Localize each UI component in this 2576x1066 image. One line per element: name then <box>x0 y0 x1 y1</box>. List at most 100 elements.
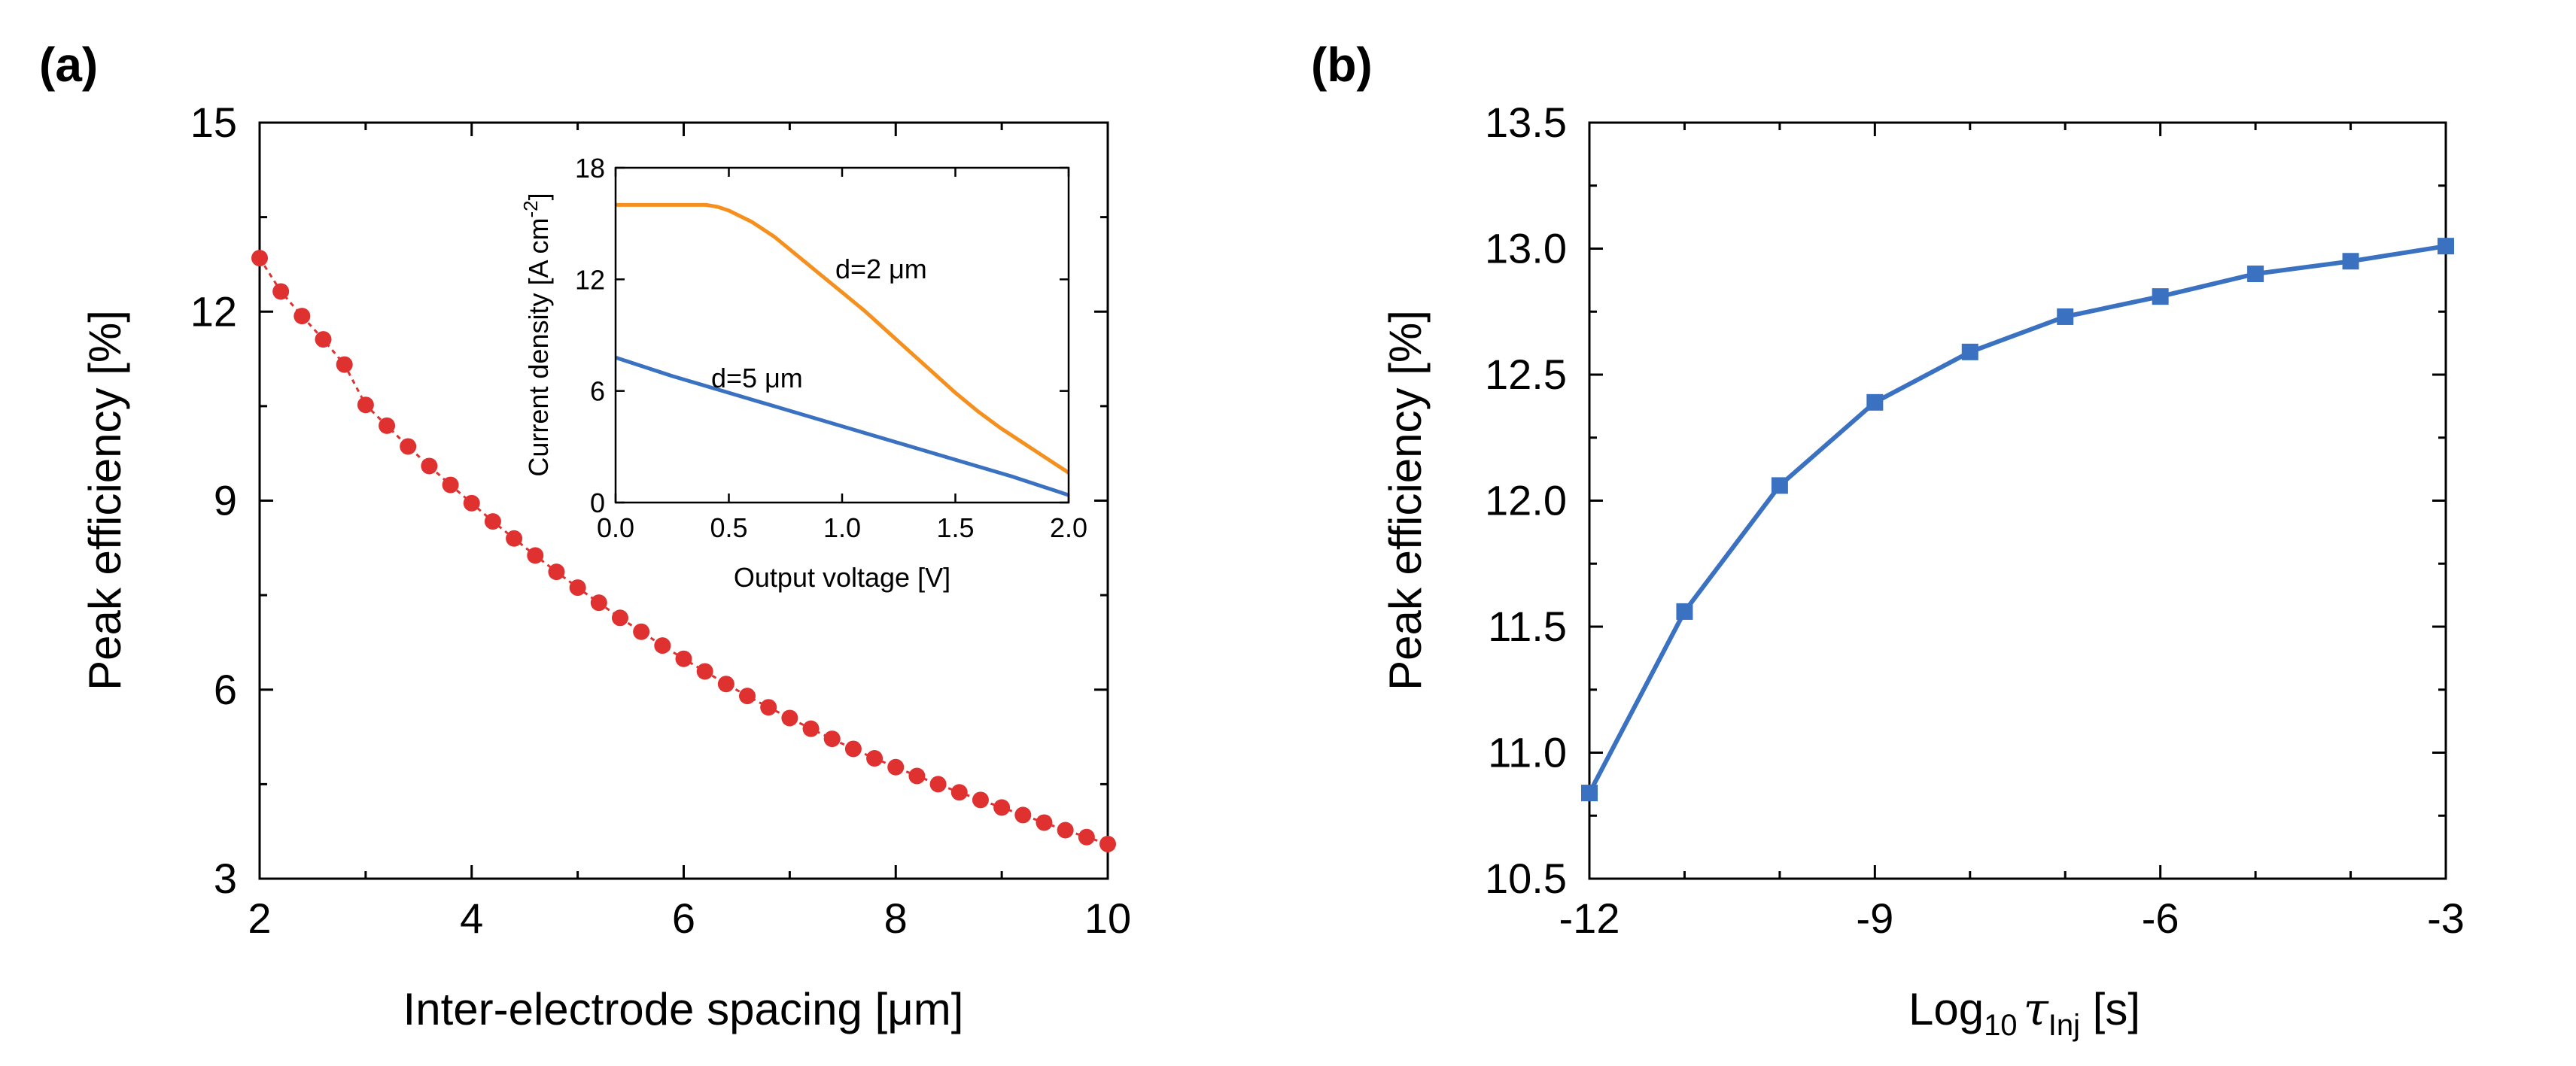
panel-a: (a) 2 4 6 8 10 3 6 9 12 15 Inter-electrode spacin… <box>39 38 1131 1034</box>
panel-a-data-point <box>527 547 544 564</box>
panel-a-y-tick-label: 9 <box>214 477 237 524</box>
inset-y-axis-title-superscript: -2 <box>519 200 542 217</box>
panel-a-data-point <box>293 308 311 325</box>
panel-b-data-point <box>1961 343 1978 360</box>
panel-b-data-point <box>2438 238 2454 255</box>
panel-a-data-point <box>442 476 459 494</box>
panel-b-y-tick-label: 13.5 <box>1485 99 1567 146</box>
panel-a-data-point <box>717 676 734 693</box>
panel-b-x-axis-title-unit: [s] <box>2080 984 2140 1034</box>
panel-b-y-tick-label: 13.0 <box>1485 225 1567 272</box>
panel-b-data-point <box>2057 308 2074 325</box>
panel-b-x-tick-label: -3 <box>2427 894 2465 942</box>
panel-a-data-point <box>802 720 820 737</box>
panel-b-x-tick-label: -9 <box>1856 894 1893 942</box>
panel-b-x-axis-title-tau-sub: Inj <box>2048 1009 2080 1042</box>
panel-b-data-point <box>2152 288 2169 305</box>
panel-b-x-axis-title-log: Log <box>1908 984 1984 1034</box>
panel-a-data-point <box>696 663 713 680</box>
panel-b-plot-frame <box>1588 121 2447 880</box>
panel-a-data-point <box>590 594 607 612</box>
panel-b-y-tick-label: 12.5 <box>1485 351 1567 398</box>
panel-b-label: (b) <box>1311 38 1373 92</box>
panel-b-data-point <box>2247 266 2264 282</box>
panel-a-data-point <box>781 709 798 727</box>
panel-a-data-point <box>506 530 523 547</box>
panel-a-data-point <box>400 438 417 455</box>
inset-y-axis-title: Current density [A cm-2] <box>519 193 554 476</box>
panel-a-data-point <box>1036 814 1053 831</box>
inset-series-d2-line <box>616 202 1070 475</box>
panel-a-data-point <box>654 637 671 654</box>
panel-a-data-point <box>844 740 862 758</box>
inset-x-axis-title: Output voltage [V] <box>734 562 950 593</box>
panel-a-data-point <box>908 767 926 785</box>
panel-a-y-tick-label: 15 <box>190 99 237 146</box>
panel-b-data-point <box>1581 785 1598 802</box>
panel-b-data-point <box>1771 477 1788 494</box>
panel-a-data-point <box>1057 822 1074 839</box>
panel-a-data-point <box>315 331 332 348</box>
panel-b: (b) -12 -9 -6 -3 10.5 11.0 11.5 12.0 12.5 13.0 13.… <box>1311 38 2465 1042</box>
panel-a-data-point <box>548 563 565 581</box>
panel-a-x-tick-label: 8 <box>884 894 908 942</box>
panel-a-data-point <box>379 417 396 434</box>
panel-a-data-point <box>463 494 480 512</box>
panel-b-y-tick-label: 11.5 <box>1488 603 1567 650</box>
inset-y-tick-label: 0 <box>590 487 605 518</box>
inset-x-tick-label: 1.5 <box>936 512 974 543</box>
inset-y-tick-label: 18 <box>575 153 605 184</box>
panel-a-data-point <box>823 730 841 748</box>
panel-a-x-axis-title: Inter-electrode spacing [μm] <box>403 984 964 1034</box>
panel-a-x-tick-label: 10 <box>1084 894 1131 942</box>
panel-a-data-point <box>739 688 756 705</box>
panel-a-data-point <box>357 396 374 414</box>
inset-x-tick-label: 0.5 <box>710 512 747 543</box>
panel-a-data-point <box>929 776 947 793</box>
panel-a-label: (a) <box>39 38 98 92</box>
panel-a-data-point <box>866 750 884 767</box>
panel-a-data-point <box>993 799 1011 816</box>
panel-a-data-point <box>972 791 989 809</box>
panel-b-data-point <box>2342 253 2359 270</box>
panel-b-series-line <box>1587 244 2447 794</box>
inset-y-tick-label: 6 <box>590 376 605 407</box>
panel-a-y-axis-title: Peak efficiency [%] <box>80 310 130 691</box>
panel-a-inset: 0.0 0.5 1.0 1.5 2.0 0 6 12 18 Output voltage [V]… <box>519 153 1087 593</box>
panel-b-y-tick-label: 10.5 <box>1485 855 1567 902</box>
inset-background <box>616 168 1069 503</box>
panel-a-data-point <box>675 650 692 667</box>
panel-b-y-axis-title: Peak efficiency [%] <box>1380 310 1431 691</box>
panel-a-x-tick-label: 2 <box>248 894 271 942</box>
panel-a-data-point <box>633 623 650 640</box>
panel-a-data-point <box>484 513 501 530</box>
panel-a-data-point <box>336 356 353 373</box>
panel-a-x-tick-label: 4 <box>460 894 483 942</box>
inset-y-axis-title-end: ] <box>523 193 554 200</box>
panel-b-y-tick-label: 11.0 <box>1488 729 1567 776</box>
panel-a-data-point <box>421 457 438 475</box>
panel-a-data-point <box>1014 806 1032 824</box>
inset-annotation-d5: d=5 μm <box>711 363 803 393</box>
inset-annotation-d2: d=2 μm <box>835 254 927 284</box>
panel-b-x-tick-label: -6 <box>2142 894 2179 942</box>
panel-a-data-point <box>760 699 777 716</box>
inset-x-tick-label: 2.0 <box>1050 512 1087 543</box>
panel-b-data-point <box>1676 603 1693 620</box>
panel-b-y-tick-label: 12.0 <box>1485 477 1567 524</box>
inset-x-tick-label: 0.0 <box>597 512 634 543</box>
panel-b-x-axis-title-tau: τ <box>2024 983 2049 1036</box>
panel-b-x-axis-title-sub10: 10 <box>1984 1009 2018 1042</box>
inset-y-tick-label: 12 <box>575 264 605 295</box>
panel-a-data-point <box>887 758 905 776</box>
panel-a-data-point <box>1078 828 1095 846</box>
panel-a-y-tick-label: 12 <box>190 287 237 335</box>
inset-y-axis-title-main: Current density [A cm <box>523 218 554 477</box>
panel-a-data-point <box>272 283 290 300</box>
panel-a-data-point <box>950 784 968 801</box>
inset-plot-frame <box>614 166 1070 504</box>
panel-a-data-point <box>251 250 268 267</box>
panel-a-data-point <box>611 609 628 627</box>
inset-x-tick-label: 1.0 <box>823 512 861 543</box>
